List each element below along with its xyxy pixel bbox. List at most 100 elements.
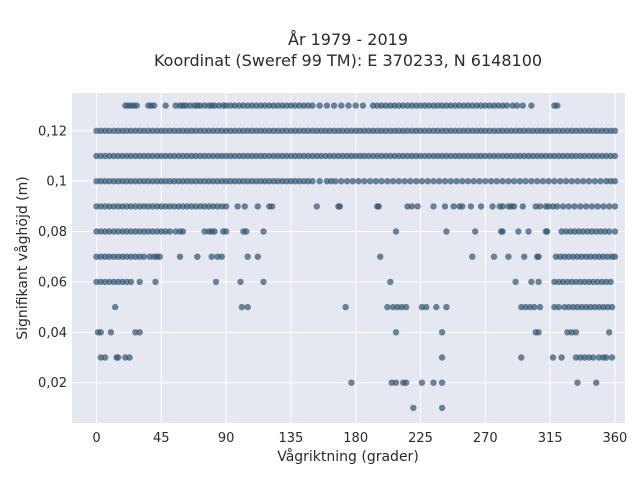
data-point [611, 127, 619, 134]
data-point [549, 354, 557, 361]
data-point [127, 228, 135, 235]
data-point [176, 253, 184, 260]
data-point [253, 152, 260, 160]
data-point [425, 127, 433, 134]
data-point [377, 253, 384, 260]
data-point [433, 303, 440, 311]
data-point [597, 178, 604, 185]
x-axis-title: Vågriktning (grader) [277, 448, 419, 465]
data-point [384, 178, 391, 185]
data-point [171, 203, 178, 210]
data-point [611, 253, 619, 260]
data-point [594, 278, 601, 286]
data-point [565, 303, 572, 311]
data-points [93, 102, 619, 412]
x-axis-ticks: 0 45 90 135 180 225 270 315 360 [92, 431, 627, 446]
data-point [418, 379, 426, 386]
data-point [317, 152, 325, 160]
data-point [316, 102, 323, 109]
y-tick-label: 0,1 [46, 175, 67, 190]
data-point [535, 253, 542, 260]
data-point [127, 253, 135, 260]
x-tick-label: 0 [92, 431, 100, 446]
data-point [582, 203, 590, 210]
data-point [127, 127, 135, 134]
data-point [171, 178, 178, 185]
data-point [536, 203, 544, 210]
data-point [554, 203, 561, 210]
data-point [378, 178, 385, 185]
data-point [260, 278, 267, 286]
data-point [339, 127, 346, 134]
data-point [97, 329, 105, 336]
data-point [355, 178, 362, 185]
data-point [469, 253, 476, 260]
data-point [441, 203, 449, 210]
data-point [404, 127, 411, 134]
data-point [392, 228, 400, 235]
data-point [274, 102, 282, 109]
data-point [571, 203, 578, 210]
data-point [521, 253, 528, 260]
data-point [336, 203, 344, 210]
data-point [528, 178, 535, 185]
data-point [535, 329, 542, 336]
data-point [447, 127, 454, 134]
data-point [361, 127, 368, 134]
data-point [606, 203, 613, 210]
data-point [194, 253, 201, 260]
data-point [572, 354, 580, 361]
data-point [486, 102, 493, 109]
data-point [359, 102, 367, 109]
data-point [231, 127, 238, 134]
data-point [418, 178, 426, 185]
data-point [156, 253, 163, 260]
data-point [438, 404, 446, 412]
data-point [404, 102, 411, 109]
data-point [349, 178, 356, 185]
data-point [382, 127, 390, 134]
data-point [559, 203, 567, 210]
data-point [608, 354, 616, 361]
data-point [106, 228, 113, 235]
data-point [309, 102, 316, 109]
data-point [338, 178, 345, 185]
data-point [192, 127, 199, 134]
data-point [106, 253, 113, 260]
data-point [338, 102, 345, 109]
x-tick-label: 270 [473, 431, 498, 446]
data-point [254, 253, 261, 260]
data-point [528, 102, 535, 109]
data-point [459, 178, 466, 185]
data-point [593, 379, 600, 386]
x-tick-label: 315 [538, 431, 563, 446]
data-point [410, 404, 417, 412]
data-point [493, 178, 500, 185]
data-point [296, 102, 303, 109]
data-point [510, 178, 518, 185]
data-point [231, 152, 238, 160]
data-point [150, 102, 158, 109]
data-point [512, 278, 519, 286]
data-point [274, 152, 282, 160]
data-point [106, 127, 113, 134]
data-point [558, 354, 565, 361]
data-point [133, 102, 140, 109]
data-point [447, 152, 454, 160]
data-point [343, 178, 351, 185]
data-point [408, 203, 416, 210]
data-point [209, 178, 217, 185]
data-point [209, 203, 217, 210]
data-point [572, 152, 580, 160]
data-point [551, 178, 558, 185]
x-tick-label: 225 [408, 431, 433, 446]
data-point [375, 203, 382, 210]
data-point [274, 178, 282, 185]
data-point [477, 203, 485, 210]
data-point [510, 203, 518, 210]
data-point [382, 152, 390, 160]
data-point [114, 354, 122, 361]
data-point [366, 178, 374, 185]
data-point [522, 303, 529, 311]
data-point [330, 102, 338, 109]
